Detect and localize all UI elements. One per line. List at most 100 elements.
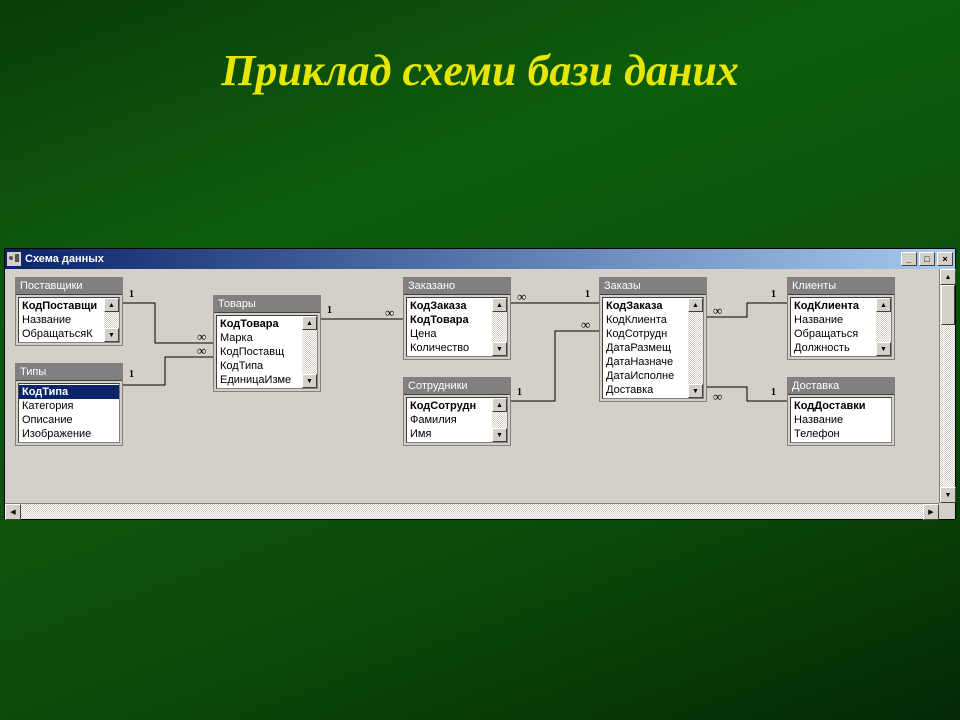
- field-item[interactable]: ДатаРазмещ: [603, 341, 688, 355]
- field-item[interactable]: КодЗаказа: [603, 299, 688, 313]
- relationship-line[interactable]: [123, 357, 213, 385]
- field-item[interactable]: Имя: [407, 427, 492, 441]
- table-header[interactable]: Заказы: [600, 278, 706, 295]
- field-item[interactable]: КодПоставщи: [19, 299, 104, 313]
- field-item[interactable]: ОбращатьсяК: [19, 327, 104, 341]
- list-scroll-up[interactable]: ▲: [688, 298, 703, 312]
- list-scroll-track[interactable]: [104, 312, 119, 328]
- scroll-down-button[interactable]: ▼: [940, 487, 956, 503]
- table-products[interactable]: Товары КодТовараМаркаКодПоставщКодТипаЕди…: [213, 295, 321, 392]
- list-scrollbar[interactable]: ▲▼: [688, 298, 703, 398]
- field-item[interactable]: КодКлиента: [791, 299, 876, 313]
- field-item[interactable]: Название: [791, 413, 891, 427]
- table-header[interactable]: Сотрудники: [404, 378, 510, 395]
- table-ordered[interactable]: Заказано КодЗаказаКодТовараЦенаКоличество…: [403, 277, 511, 360]
- list-scroll-down[interactable]: ▼: [302, 374, 317, 388]
- field-listbox[interactable]: КодДоставкиНазваниеТелефон: [790, 397, 892, 443]
- field-listbox[interactable]: КодТипаКатегорияОписаниеИзображение: [18, 383, 120, 443]
- field-item[interactable]: Фамилия: [407, 413, 492, 427]
- table-orders[interactable]: Заказы КодЗаказаКодКлиентаКодСотруднДатаР…: [599, 277, 707, 402]
- table-header[interactable]: Типы: [16, 364, 122, 381]
- list-scrollbar[interactable]: ▲▼: [492, 398, 507, 442]
- list-scroll-track[interactable]: [302, 330, 317, 374]
- field-item[interactable]: ДатаНазначе: [603, 355, 688, 369]
- field-item[interactable]: КодКлиента: [603, 313, 688, 327]
- minimize-button[interactable]: _: [901, 252, 917, 266]
- field-item[interactable]: КодПоставщ: [217, 345, 302, 359]
- relationship-canvas[interactable]: ПоставщикиКодПоставщиНазваниеОбращатьсяК…: [5, 269, 955, 503]
- list-scroll-up[interactable]: ▲: [104, 298, 119, 312]
- table-header[interactable]: Товары: [214, 296, 320, 313]
- list-scrollbar[interactable]: ▲▼: [876, 298, 891, 356]
- list-scroll-down[interactable]: ▼: [104, 328, 119, 342]
- maximize-button[interactable]: □: [919, 252, 935, 266]
- field-item[interactable]: Категория: [19, 399, 119, 413]
- field-item[interactable]: КодЗаказа: [407, 299, 492, 313]
- list-scroll-down[interactable]: ▼: [688, 384, 703, 398]
- scroll-up-button[interactable]: ▲: [940, 269, 956, 285]
- list-scroll-track[interactable]: [876, 312, 891, 342]
- field-item[interactable]: КодДоставки: [791, 399, 891, 413]
- field-listbox[interactable]: КодКлиентаНазваниеОбращатьсяДолжность▲▼: [790, 297, 892, 357]
- field-item[interactable]: Марка: [217, 331, 302, 345]
- scroll-right-button[interactable]: ▶: [923, 504, 939, 520]
- field-item[interactable]: Цена: [407, 327, 492, 341]
- list-scroll-down[interactable]: ▼: [876, 342, 891, 356]
- vertical-scrollbar[interactable]: ▲ ▼: [939, 269, 955, 503]
- list-scroll-track[interactable]: [492, 312, 507, 342]
- vscroll-track[interactable]: [940, 285, 955, 487]
- field-listbox[interactable]: КодПоставщиНазваниеОбращатьсяК▲▼: [18, 297, 120, 343]
- cardinality-label: ∞: [385, 305, 394, 321]
- table-suppliers[interactable]: Поставщики КодПоставщиНазваниеОбращатьсяК…: [15, 277, 123, 346]
- list-scroll-up[interactable]: ▲: [492, 298, 507, 312]
- table-delivery[interactable]: Доставка КодДоставкиНазваниеТелефон: [787, 377, 895, 446]
- field-item[interactable]: ЕдиницаИзме: [217, 373, 302, 387]
- field-item[interactable]: Количество: [407, 341, 492, 355]
- list-scroll-down[interactable]: ▼: [492, 428, 507, 442]
- list-scroll-up[interactable]: ▲: [492, 398, 507, 412]
- list-scrollbar[interactable]: ▲▼: [302, 316, 317, 388]
- field-item[interactable]: Обращаться: [791, 327, 876, 341]
- vscroll-thumb[interactable]: [941, 285, 955, 325]
- list-scroll-up[interactable]: ▲: [302, 316, 317, 330]
- field-item[interactable]: Доставка: [603, 383, 688, 397]
- field-item[interactable]: Изображение: [19, 427, 119, 441]
- system-menu-icon[interactable]: [7, 252, 21, 266]
- field-item[interactable]: КодТовара: [407, 313, 492, 327]
- table-header[interactable]: Заказано: [404, 278, 510, 295]
- field-listbox[interactable]: КодЗаказаКодТовараЦенаКоличество▲▼: [406, 297, 508, 357]
- table-customers[interactable]: Клиенты КодКлиентаНазваниеОбращатьсяДолжн…: [787, 277, 895, 360]
- field-item[interactable]: КодСотрудн: [603, 327, 688, 341]
- list-scrollbar[interactable]: ▲▼: [104, 298, 119, 342]
- relationship-line[interactable]: [511, 331, 599, 401]
- field-item[interactable]: Название: [791, 313, 876, 327]
- field-item[interactable]: КодТипа: [217, 359, 302, 373]
- field-item[interactable]: Название: [19, 313, 104, 327]
- field-item[interactable]: Описание: [19, 413, 119, 427]
- field-listbox[interactable]: КодСотруднФамилияИмя▲▼: [406, 397, 508, 443]
- field-item[interactable]: КодТовара: [217, 317, 302, 331]
- horizontal-scrollbar[interactable]: ◀ ▶: [5, 503, 939, 519]
- table-types[interactable]: Типы КодТипаКатегорияОписаниеИзображение: [15, 363, 123, 446]
- list-scrollbar[interactable]: ▲▼: [492, 298, 507, 356]
- scroll-left-button[interactable]: ◀: [5, 504, 21, 520]
- field-item[interactable]: Должность: [791, 341, 876, 355]
- hscroll-track[interactable]: [21, 504, 923, 519]
- field-item[interactable]: КодСотрудн: [407, 399, 492, 413]
- field-item[interactable]: Телефон: [791, 427, 891, 441]
- field-item[interactable]: ДатаИсполне: [603, 369, 688, 383]
- table-header[interactable]: Клиенты: [788, 278, 894, 295]
- close-button[interactable]: ×: [937, 252, 953, 266]
- field-listbox[interactable]: КодТовараМаркаКодПоставщКодТипаЕдиницаИз…: [216, 315, 318, 389]
- list-scroll-track[interactable]: [492, 412, 507, 428]
- table-header[interactable]: Поставщики: [16, 278, 122, 295]
- list-scroll-down[interactable]: ▼: [492, 342, 507, 356]
- list-scroll-up[interactable]: ▲: [876, 298, 891, 312]
- cardinality-label: 1: [517, 387, 522, 398]
- field-listbox[interactable]: КодЗаказаКодКлиентаКодСотруднДатаРазмещД…: [602, 297, 704, 399]
- field-item[interactable]: КодТипа: [19, 385, 119, 399]
- window-titlebar[interactable]: Схема данных _ □ ×: [5, 249, 955, 269]
- table-employees[interactable]: СотрудникиКодСотруднФамилияИмя▲▼: [403, 377, 511, 446]
- table-header[interactable]: Доставка: [788, 378, 894, 395]
- list-scroll-track[interactable]: [688, 312, 703, 384]
